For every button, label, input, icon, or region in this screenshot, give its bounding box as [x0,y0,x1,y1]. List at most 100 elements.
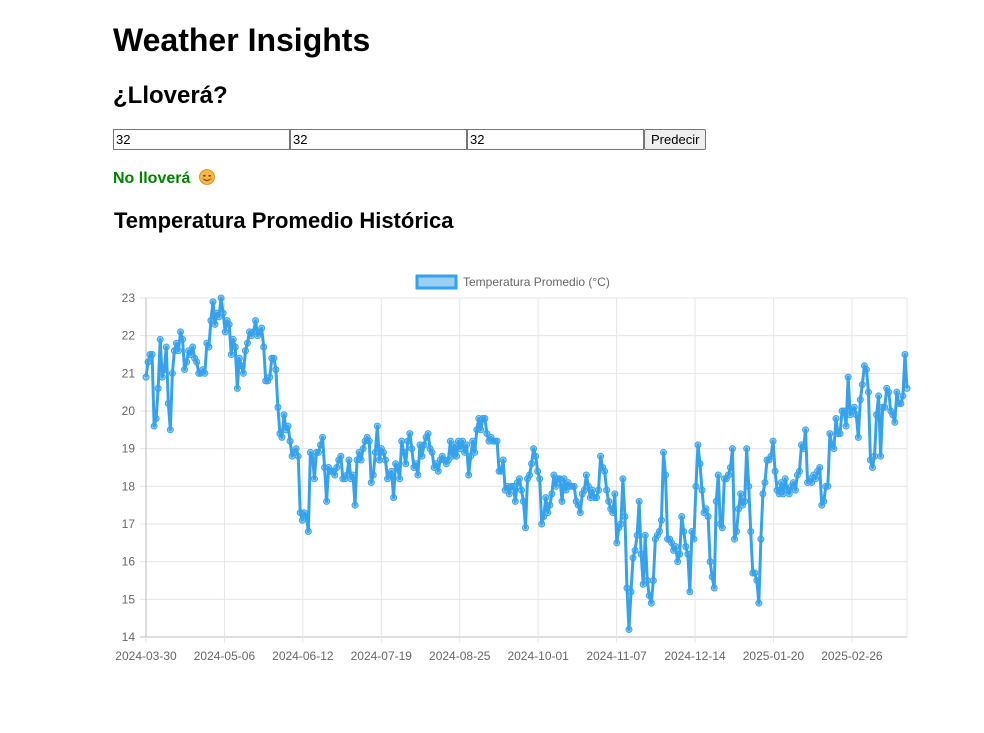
data-point [154,384,162,392]
data-point [193,358,201,366]
data-point [412,460,420,468]
data-point [398,437,406,445]
data-point [452,452,460,460]
y-tick-label: 16 [122,555,136,569]
data-point [714,471,722,479]
data-point [767,452,775,460]
data-point [611,490,619,498]
data-point [603,486,611,494]
data-point [688,528,696,536]
data-point [802,426,810,434]
data-point [286,437,294,445]
data-point [526,471,534,479]
data-point [840,407,848,415]
data-point [635,497,643,505]
data-point [534,467,542,475]
data-point [869,464,876,471]
y-tick-label: 23 [122,291,136,305]
data-point [858,381,866,389]
data-point [733,528,741,536]
data-point [881,403,889,411]
data-point [371,448,379,456]
data-point [795,467,803,475]
y-tick-label: 15 [122,592,136,606]
data-point [678,512,686,520]
data-point [345,456,353,464]
data-point [844,373,852,381]
data-point [424,430,432,438]
data-point [625,625,633,633]
y-tick-label: 17 [122,517,136,531]
data-point [617,520,625,528]
data-point [645,592,653,600]
data-point [751,569,759,577]
data-point [696,460,704,468]
data-point [231,343,239,351]
data-point [631,546,639,554]
data-point [613,539,621,547]
data-point [552,482,560,490]
data-point [211,320,219,328]
data-point [643,577,651,584]
series-line [144,296,909,631]
data-point [323,497,331,505]
input-2[interactable] [290,129,467,150]
data-point [588,486,596,494]
data-point [903,384,911,392]
data-point [379,448,387,456]
data-point [274,403,282,411]
data-point [536,475,544,483]
data-point [359,445,367,453]
data-point [174,347,182,355]
data-point [728,445,736,453]
data-point [743,445,751,453]
data-point [365,437,373,445]
data-point [576,509,584,517]
data-point [662,471,670,479]
data-point [402,460,410,468]
data-point [655,528,663,536]
y-tick-label: 14 [122,630,136,644]
data-point [885,388,893,396]
data-point [789,479,797,487]
data-point [712,497,720,505]
data-point [692,482,700,490]
data-point [862,366,870,374]
legend-label: Temperatura Promedio (°C) [463,275,610,289]
data-point [158,373,166,381]
data-point [745,482,753,490]
data-point [511,497,519,505]
data-point [901,351,909,358]
data-point [239,369,247,377]
data-point [850,403,858,411]
data-point [753,577,761,584]
data-point [517,486,525,494]
data-point [528,460,536,468]
data-point [294,452,302,460]
data-point [217,294,225,302]
data-point [304,528,312,536]
data-point [205,343,213,351]
data-point [690,535,698,543]
data-point [873,411,881,419]
data-point [349,471,357,479]
data-point [893,388,901,396]
data-point [812,475,820,483]
data-point [532,452,540,460]
predict-button[interactable]: Predecir [644,129,707,150]
input-3[interactable] [467,129,644,150]
data-point [619,475,627,483]
data-point [538,520,546,528]
data-point [219,309,227,317]
y-tick-label: 22 [122,329,136,343]
data-point [162,343,170,351]
input-1[interactable] [113,129,290,150]
data-point [260,343,268,351]
data-point [676,550,684,558]
data-point [629,554,637,562]
prediction-heading: ¿Lloverá? [113,82,228,109]
data-point [400,448,408,456]
data-point [168,369,176,377]
data-point [333,464,341,471]
chart-series [142,294,911,633]
